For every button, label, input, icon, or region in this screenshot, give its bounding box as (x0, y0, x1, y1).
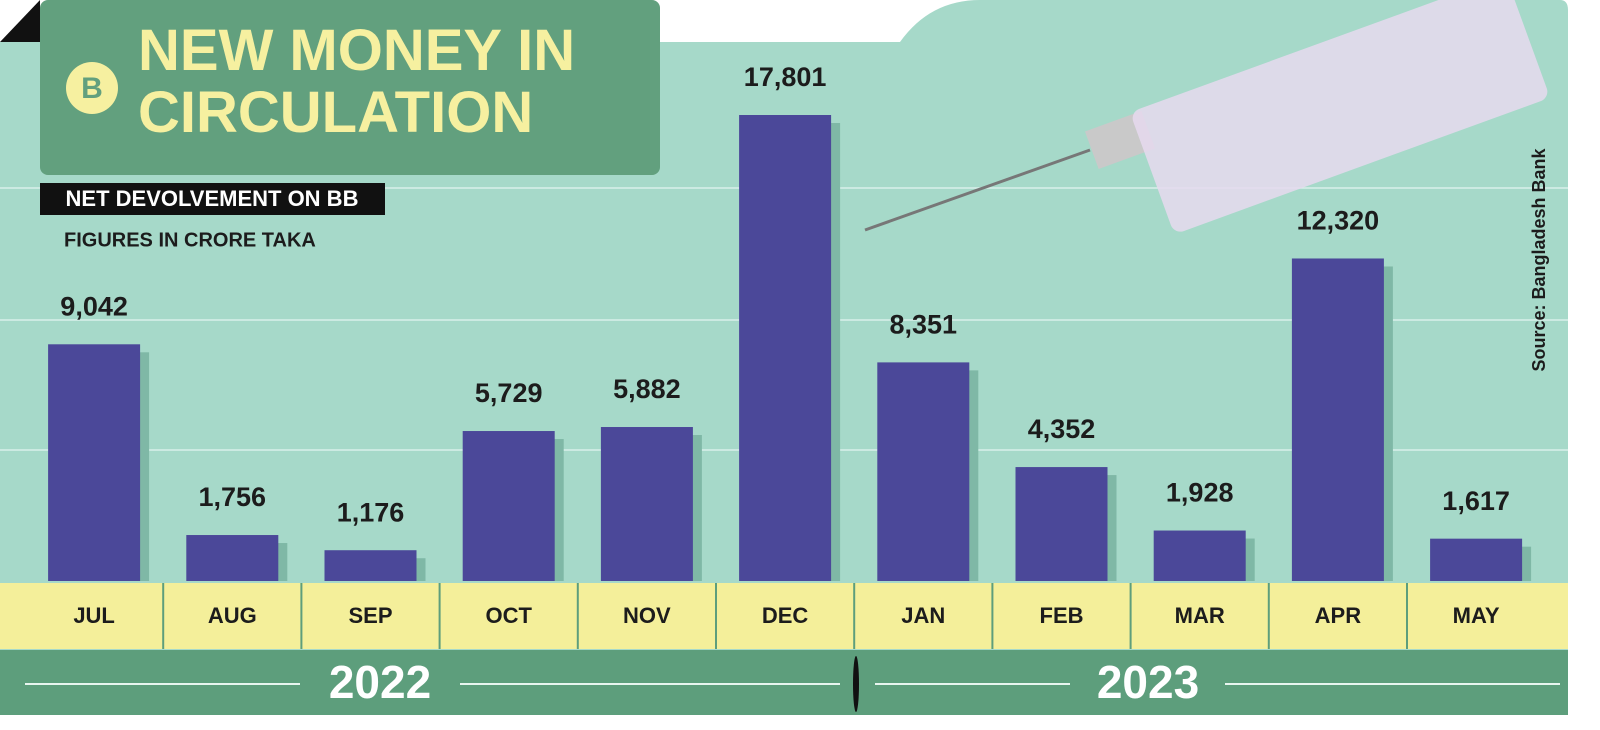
bar (324, 550, 417, 581)
value-label: 17,801 (744, 62, 827, 92)
subtitle: NET DEVOLVEMENT ON BB (66, 186, 359, 211)
bar (1153, 530, 1246, 581)
bar (739, 115, 832, 581)
value-label: 1,756 (199, 482, 267, 512)
year-band (0, 650, 1568, 715)
bar (877, 362, 970, 581)
year-label: 2023 (1097, 656, 1199, 708)
bar (462, 431, 555, 581)
value-label: 9,042 (60, 291, 128, 321)
x-tick-label: AUG (208, 603, 257, 628)
value-label: 1,176 (337, 497, 405, 527)
bar (186, 535, 279, 581)
value-label: 1,928 (1166, 478, 1234, 508)
x-tick-label: JUL (73, 603, 115, 628)
x-tick-label: FEB (1040, 603, 1084, 628)
logo (66, 62, 118, 114)
corner (0, 0, 40, 42)
bar (1291, 258, 1384, 581)
x-tick-label: MAR (1175, 603, 1225, 628)
x-tick-label: SEP (348, 603, 392, 628)
value-label: 8,351 (890, 310, 958, 340)
syringe (864, 0, 1548, 232)
x-tick-label: DEC (762, 603, 809, 628)
title-wrap: NEW MONEY IN CIRCULATION (138, 20, 576, 145)
category-band (0, 583, 1568, 649)
subtitle-box (40, 183, 385, 215)
x-tick-label: APR (1315, 603, 1362, 628)
chart-title: NEW MONEY IN CIRCULATION (138, 20, 576, 145)
source: Source: Bangladesh Bank (1529, 147, 1549, 371)
value-label: 4,352 (1028, 414, 1096, 444)
year-label: 2022 (329, 656, 431, 708)
note: FIGURES IN CRORE TAKA (64, 229, 316, 251)
value-label: 12,320 (1297, 206, 1380, 236)
year-divider (853, 656, 859, 712)
value-label: 5,729 (475, 378, 543, 408)
title-box (40, 0, 660, 175)
logo-letter: B (81, 72, 103, 105)
x-tick-label: JAN (901, 603, 945, 628)
value-label: 5,882 (613, 374, 681, 404)
bar (48, 344, 141, 581)
x-tick-label: NOV (623, 603, 671, 628)
bar (600, 427, 693, 581)
x-tick-label: OCT (485, 603, 532, 628)
bar (1015, 467, 1108, 581)
value-label: 1,617 (1442, 486, 1510, 516)
x-tick-label: MAY (1453, 603, 1500, 628)
bar (1430, 538, 1523, 581)
